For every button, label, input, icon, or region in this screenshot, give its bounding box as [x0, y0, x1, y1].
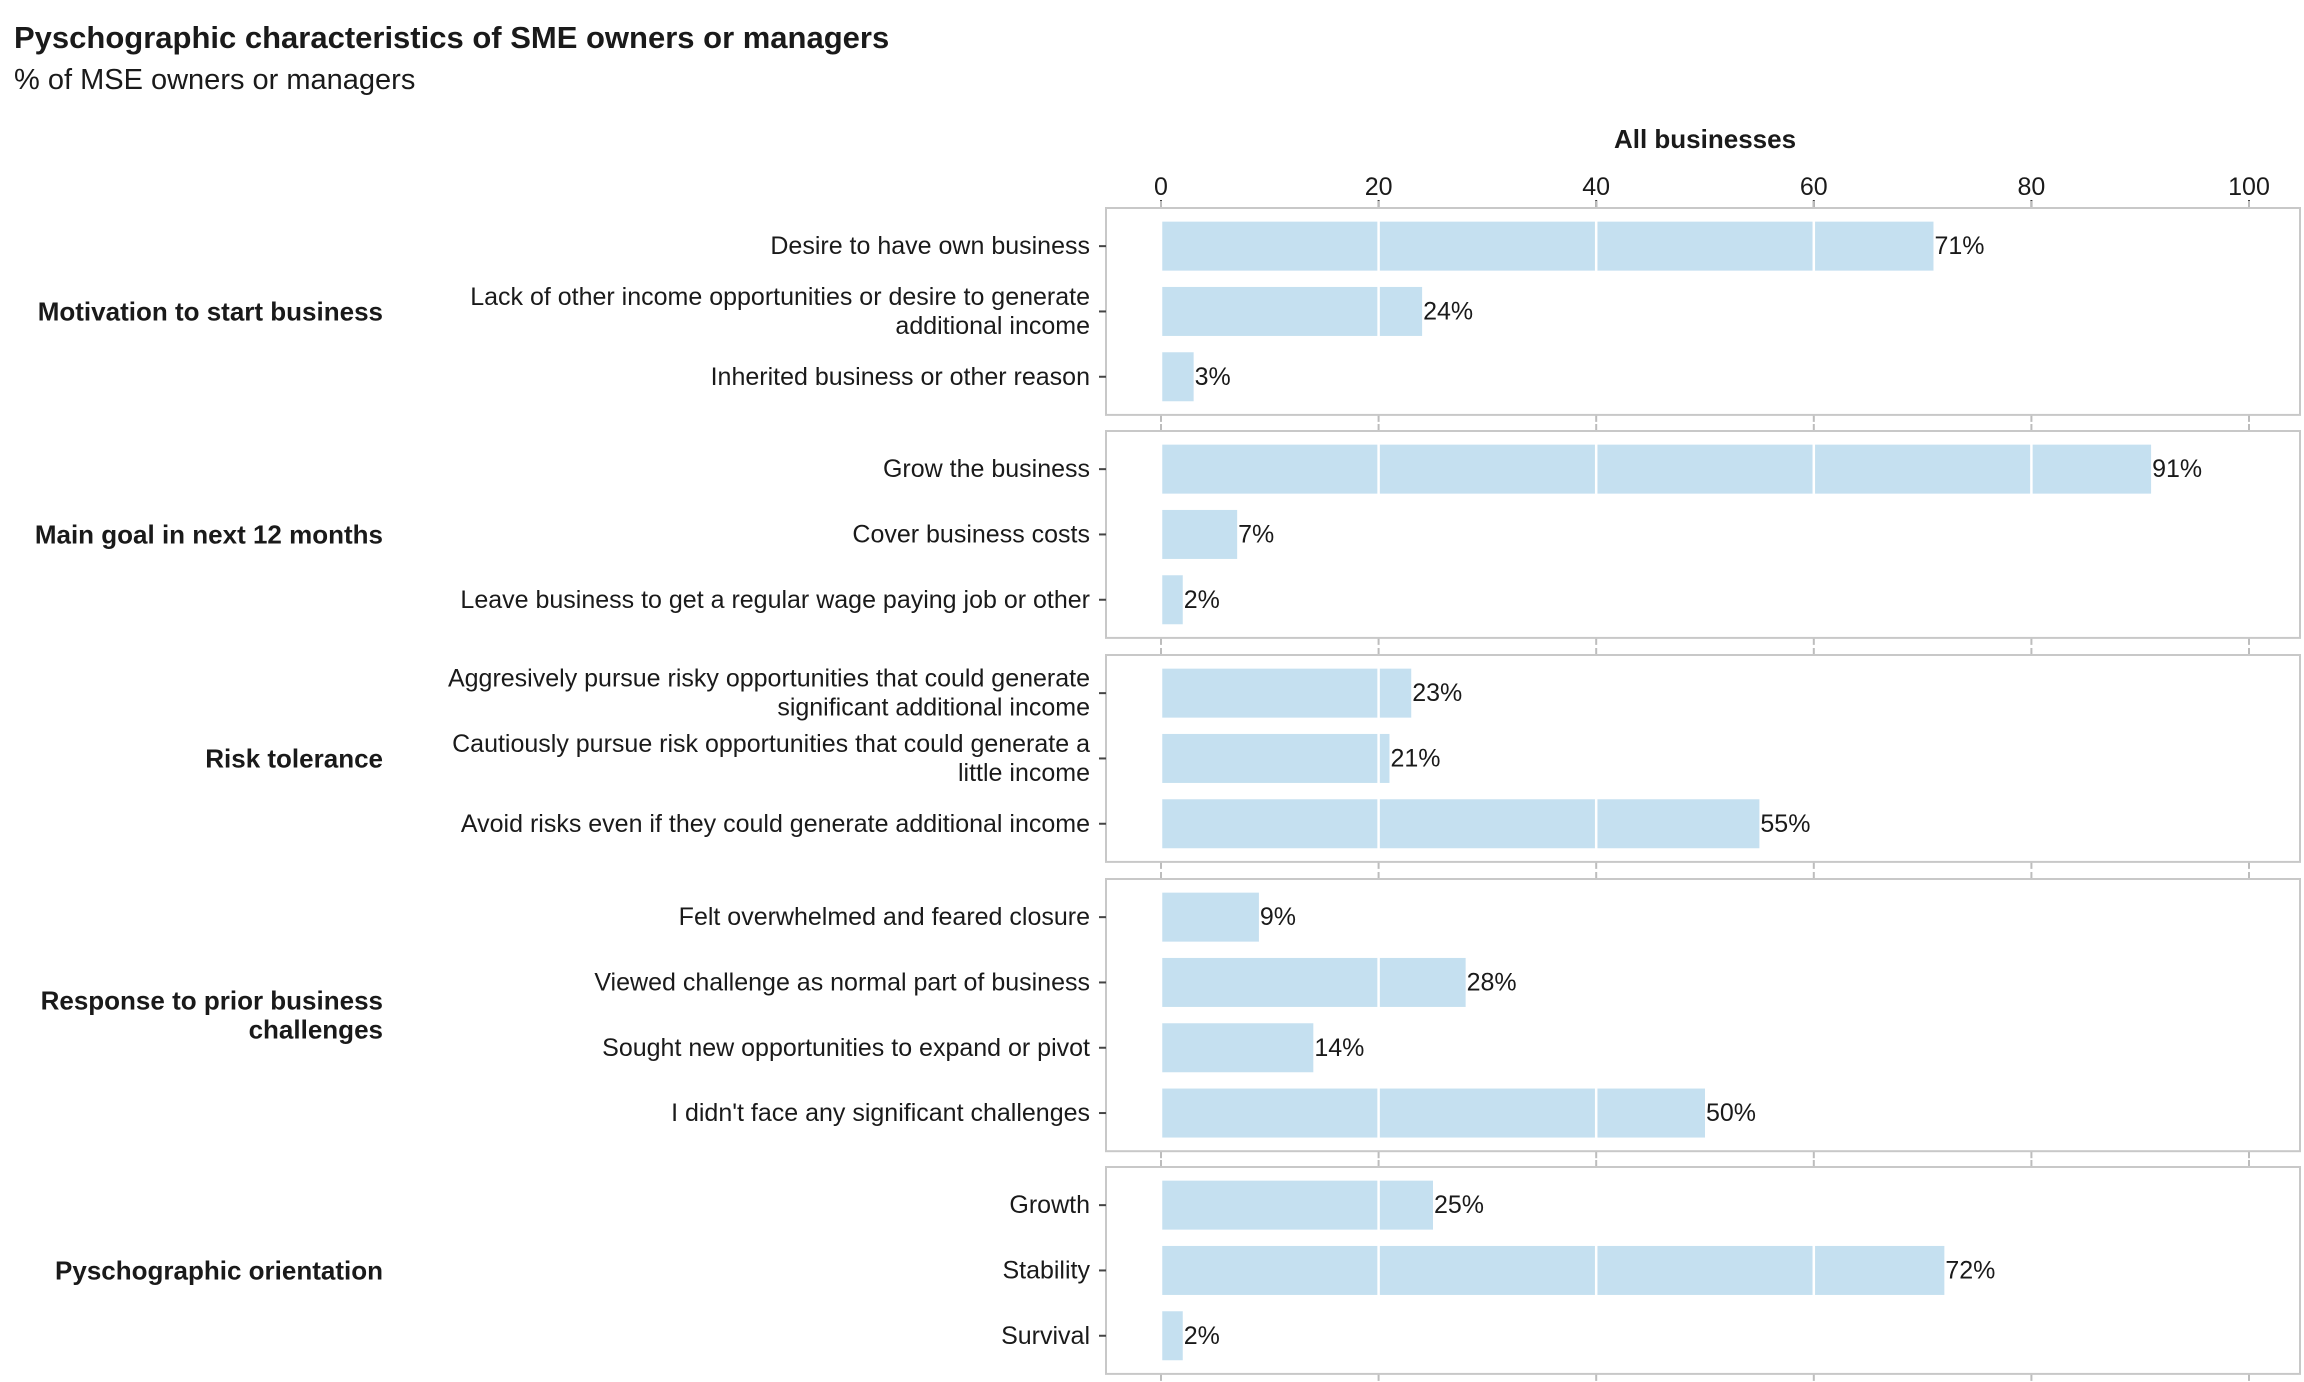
- bar: [1161, 1311, 1183, 1361]
- data-label: 24%: [1423, 297, 1473, 325]
- bar: [1161, 509, 1238, 559]
- category-label: Inherited business or other reason: [711, 363, 1090, 391]
- data-label: 23%: [1412, 679, 1462, 707]
- category-label: Sought new opportunities to expand or pi…: [602, 1034, 1090, 1062]
- bar: [1161, 1180, 1433, 1230]
- bar: [1161, 221, 1934, 271]
- panel-border: [1105, 878, 2301, 1153]
- facet-panel: 71% Desire to have own business 24% Lack of…: [38, 201, 2301, 422]
- facet-panel: 25% Growth 72% Stability 2% Survival Pyschogra…: [55, 1160, 2301, 1381]
- data-label: 3%: [1195, 363, 1231, 391]
- x-tick-label: 100: [2228, 173, 2270, 201]
- data-label: 2%: [1184, 586, 1220, 614]
- category-label: Stability: [1002, 1256, 1090, 1284]
- data-label: 91%: [2152, 455, 2202, 483]
- facet-panel: 23% Aggresively pursue risky opportunitie…: [205, 648, 2301, 869]
- facet-panel: 91% Grow the business 7% Cover business cos…: [35, 424, 2301, 645]
- data-label: 55%: [1760, 810, 1810, 838]
- group-label: Risk tolerance: [205, 743, 383, 773]
- bar: [1161, 1088, 1705, 1138]
- category-label: Grow the business: [883, 455, 1090, 483]
- bar: [1161, 575, 1183, 625]
- category-label: Survival: [1001, 1322, 1090, 1350]
- group-label: Main goal in next 12 months: [35, 519, 383, 549]
- bar: [1161, 286, 1423, 336]
- x-tick-label: 0: [1154, 173, 1168, 201]
- data-label: 9%: [1260, 903, 1296, 931]
- group-label: Motivation to start business: [38, 296, 383, 326]
- category-label: Leave business to get a regular wage pay…: [460, 586, 1090, 614]
- category-label: Felt overwhelmed and feared closure: [679, 903, 1090, 931]
- category-label: Desire to have own business: [770, 232, 1090, 260]
- bar: [1161, 892, 1259, 942]
- x-tick-label: 40: [1582, 173, 1610, 201]
- data-label: 14%: [1314, 1034, 1364, 1062]
- category-label: Cautiously pursue risk opportunities tha…: [452, 730, 1090, 787]
- category-label: Viewed challenge as normal part of busin…: [594, 968, 1090, 996]
- data-label: 25%: [1434, 1191, 1484, 1219]
- data-label: 7%: [1238, 520, 1274, 548]
- category-label: Cover business costs: [852, 520, 1090, 548]
- category-label: I didn't face any significant challenges: [671, 1099, 1090, 1127]
- x-tick-label: 20: [1365, 173, 1393, 201]
- group-label: Response to prior business challenges: [41, 986, 383, 1045]
- chart-subtitle: % of MSE owners or managers: [14, 64, 416, 96]
- x-tick-label: 80: [2017, 173, 2045, 201]
- chart-title: Pyschographic characteristics of SME own…: [14, 20, 890, 55]
- category-label: Growth: [1009, 1191, 1090, 1219]
- bar: [1161, 957, 1466, 1007]
- data-label: 72%: [1945, 1256, 1995, 1284]
- x-tick-label: 60: [1800, 173, 1828, 201]
- bar: [1161, 352, 1194, 402]
- bar: [1161, 1245, 1945, 1295]
- group-label: Pyschographic orientation: [55, 1255, 383, 1285]
- bar: [1161, 668, 1412, 718]
- data-label: 28%: [1467, 968, 1517, 996]
- data-label: 50%: [1706, 1099, 1756, 1127]
- data-label: 71%: [1934, 232, 1984, 260]
- data-label: 21%: [1390, 744, 1440, 772]
- category-label: Avoid risks even if they could generate …: [461, 810, 1090, 838]
- facet-panel: 9% Felt overwhelmed and feared closure 28%…: [41, 872, 2301, 1159]
- data-label: 2%: [1184, 1322, 1220, 1350]
- bar: [1161, 444, 2152, 494]
- category-label: Lack of other income opportunities or de…: [470, 283, 1090, 340]
- bar: [1161, 1023, 1314, 1073]
- category-label: Aggresively pursue risky opportunities t…: [448, 665, 1090, 722]
- bar: [1161, 733, 1390, 783]
- bar: [1161, 799, 1760, 849]
- facet-title: All businesses: [1614, 124, 1796, 154]
